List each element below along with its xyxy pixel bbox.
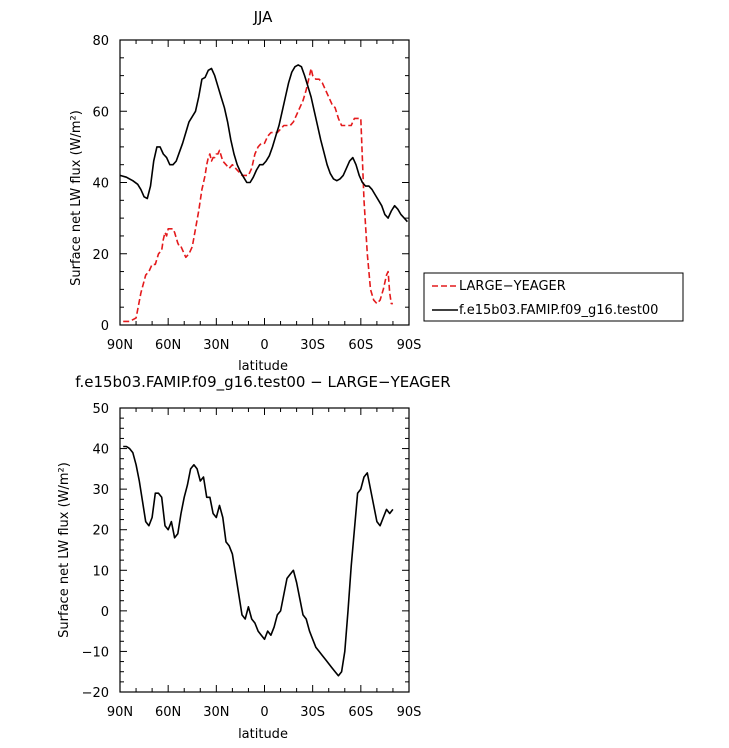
top-series-line-0 xyxy=(123,67,393,323)
top-x-tick-label: 90N xyxy=(107,338,133,353)
bottom-y-tick-label: 30 xyxy=(92,483,109,498)
top-x-tick-label: 60S xyxy=(348,338,373,353)
legend-box xyxy=(423,272,684,322)
bottom-y-tick-label: 10 xyxy=(92,564,109,579)
top-plot-frame xyxy=(119,39,410,326)
top-chart-title: JJA xyxy=(253,8,274,26)
bottom-series xyxy=(123,445,394,677)
top-y-axis-label: Surface net LW flux (W/m²) xyxy=(69,110,84,286)
legend: LARGE−YEAGER f.e15b03.FAMIP.f09_g16.test… xyxy=(423,272,684,322)
top-x-tick-label: 30S xyxy=(300,338,325,353)
top-tick-labels: 90N 60N 30N 0 30S 60S 90S 0 20 40 60 80 xyxy=(92,34,421,353)
bottom-x-tick-label: 60S xyxy=(348,705,373,720)
top-x-tick-label: 60N xyxy=(155,338,181,353)
top-x-axis-label: latitude xyxy=(238,359,288,374)
bottom-y-tick-label: −20 xyxy=(82,686,109,701)
top-panel: JJA 90N 60N 30N 0 30S 60S 90S 0 20 40 60 80 latitud… xyxy=(69,8,421,374)
top-series xyxy=(119,64,408,323)
bottom-y-tick-label: −10 xyxy=(82,645,109,660)
bottom-x-tick-label: 30N xyxy=(203,705,229,720)
bottom-series-line-0 xyxy=(123,445,394,677)
top-y-tick-label: 0 xyxy=(101,319,109,334)
bottom-chart-title: f.e15b03.FAMIP.f09_g16.test00 − LARGE−YE… xyxy=(75,373,450,392)
top-y-tick-label: 20 xyxy=(92,248,109,263)
bottom-x-axis-label: latitude xyxy=(238,727,288,742)
top-y-tick-label: 80 xyxy=(92,34,109,49)
bottom-tick-labels: 90N 60N 30N 0 30S 60S 90S −20 −10 0 10 20 30 40 50 xyxy=(82,402,422,720)
top-series-line-1 xyxy=(119,64,408,223)
bottom-plot-frame xyxy=(119,407,410,693)
legend-label-model: f.e15b03.FAMIP.f09_g16.test00 xyxy=(459,303,658,318)
bottom-x-tick-label: 30S xyxy=(300,705,325,720)
top-x-tick-label: 0 xyxy=(260,338,268,353)
bottom-panel: f.e15b03.FAMIP.f09_g16.test00 − LARGE−YE… xyxy=(57,373,451,742)
bottom-x-tick-label: 90S xyxy=(397,705,422,720)
bottom-x-tick-label: 0 xyxy=(260,705,268,720)
bottom-y-tick-label: 50 xyxy=(92,402,109,417)
top-ticks xyxy=(119,39,410,326)
bottom-y-tick-label: 40 xyxy=(92,443,109,458)
legend-label-large-yeager: LARGE−YEAGER xyxy=(459,279,566,294)
top-x-tick-label: 90S xyxy=(397,338,422,353)
top-y-tick-label: 40 xyxy=(92,177,109,192)
bottom-x-tick-label: 60N xyxy=(155,705,181,720)
top-x-tick-label: 30N xyxy=(203,338,229,353)
bottom-y-tick-label: 20 xyxy=(92,524,109,539)
bottom-y-axis-label: Surface net LW flux (W/m²) xyxy=(57,462,72,638)
bottom-ticks xyxy=(119,407,410,693)
bottom-x-tick-label: 90N xyxy=(107,705,133,720)
bottom-y-tick-label: 0 xyxy=(101,605,109,620)
top-y-tick-label: 60 xyxy=(92,105,109,120)
